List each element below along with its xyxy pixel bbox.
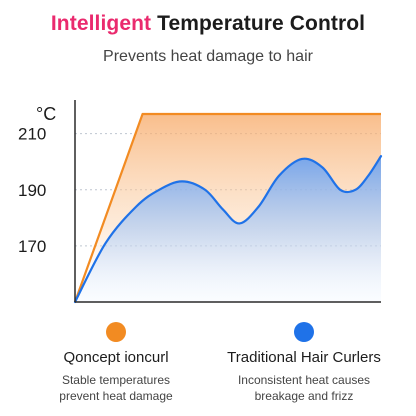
qoncept-line [73,112,381,303]
legend-desc-traditional-line2: breakage and frizz [254,389,354,403]
legend-name-qoncept: Qoncept ioncurl [63,349,169,366]
traditional-area [75,156,381,302]
page-subtitle: Prevents heat damage to hair [103,48,313,65]
y-tick-label-170: 170 [18,237,46,256]
legend-dot-orange [106,322,126,342]
legend-qoncept: Qoncept ioncurl Stable temperatures prev… [26,322,206,404]
legend-dot-blue [294,322,314,342]
traditional-line [73,155,383,304]
legend-desc-traditional: Inconsistent heat causes breakage and fr… [206,372,402,404]
page-title: Intelligent Temperature Control [0,12,416,36]
legend-desc-qoncept: Stable temperatures prevent heat damage [26,372,206,404]
y-axis-unit-label: °C [36,104,56,124]
y-tick-label-210: 210 [18,125,46,144]
title-accent: Intelligent [50,12,152,35]
title-rest: Temperature Control [157,12,366,35]
legend-desc-qoncept-line1: Stable temperatures [61,373,171,387]
legend-desc-qoncept-line2: prevent heat damage [59,389,173,403]
legend-name-traditional: Traditional Hair Curlers [227,349,381,366]
y-tick-label-190: 190 [18,181,46,200]
legend-desc-traditional-line1: Inconsistent heat causes [237,373,371,387]
legend-traditional: Traditional Hair Curlers Inconsistent he… [206,322,402,404]
